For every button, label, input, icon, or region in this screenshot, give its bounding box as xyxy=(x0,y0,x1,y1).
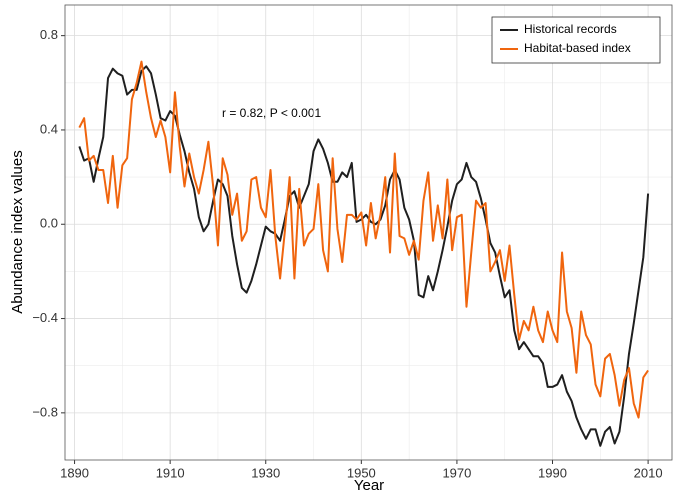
legend-box xyxy=(491,16,661,64)
x-tick-label: 1930 xyxy=(251,465,280,480)
legend: Historical records Habitat-based index xyxy=(491,16,661,64)
grid xyxy=(65,5,672,460)
annotation: r = 0.82, P < 0.001 xyxy=(222,106,322,120)
x-tick-label: 1890 xyxy=(60,465,89,480)
plot-border xyxy=(64,4,673,461)
y-tick-label: −0.8 xyxy=(32,404,58,419)
y-axis-title: Abundance index values xyxy=(9,150,26,313)
y-tick-label: 0.0 xyxy=(40,216,58,231)
x-tick-label: 1970 xyxy=(442,465,471,480)
x-tick-label: 1990 xyxy=(538,465,567,480)
legend-label: Historical records xyxy=(524,22,617,36)
x-tick-label: 1950 xyxy=(347,465,376,480)
y-tick-label: 0.8 xyxy=(40,27,58,42)
x-tick-label: 2010 xyxy=(634,465,663,480)
x-axis-title: Year xyxy=(354,477,384,494)
x-tick-label: 1910 xyxy=(156,465,185,480)
legend-label: Habitat-based index xyxy=(524,41,631,55)
y-tick-label: −0.4 xyxy=(32,310,58,325)
series-line xyxy=(78,60,649,419)
y-tick-label: 0.4 xyxy=(40,121,58,136)
